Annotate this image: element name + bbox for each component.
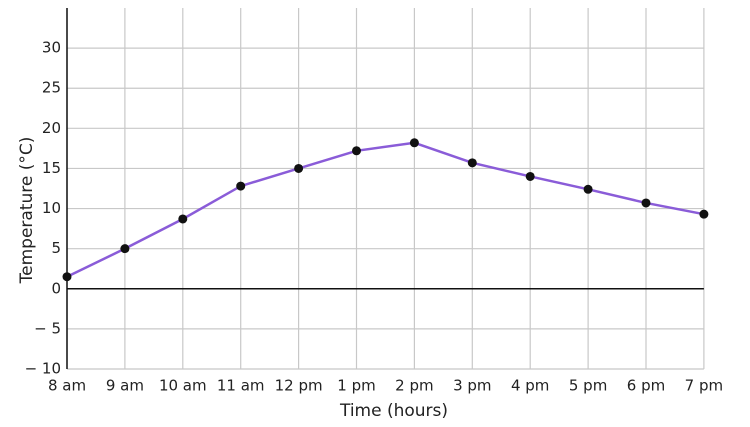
data-line	[66, 141, 705, 278]
data-point	[62, 272, 72, 282]
y-tick-label: 15	[42, 159, 61, 177]
x-tick-label: 3 pm	[453, 377, 491, 395]
data-point	[641, 198, 651, 208]
x-tick-label: 6 pm	[627, 377, 665, 395]
x-tick-label: 12 pm	[275, 377, 323, 395]
x-tick-label: 8 am	[48, 377, 86, 395]
y-tick-label: 10	[42, 199, 61, 217]
x-tick-label: 7 pm	[685, 377, 723, 395]
y-tick-label: 30	[42, 39, 61, 57]
data-point	[178, 214, 188, 224]
y-tick-label: 5	[51, 239, 61, 257]
data-point	[583, 184, 593, 194]
x-axis-label: Time (hours)	[339, 401, 448, 421]
x-tick-label: 11 am	[217, 377, 265, 395]
y-tick-label: 25	[42, 79, 61, 97]
data-point	[352, 146, 361, 156]
x-tick-label: 4 pm	[511, 377, 549, 395]
y-tick-label: 0	[51, 279, 61, 297]
data-point	[409, 138, 419, 148]
x-tick-label: 2 pm	[395, 377, 433, 395]
y-axis-label: Temperature (°C)	[17, 137, 37, 285]
x-tick-label: 1 pm	[337, 377, 375, 395]
y-tick-label: 20	[42, 119, 61, 137]
y-tick-label: − 10	[25, 360, 61, 378]
x-tick-label: 9 am	[106, 377, 144, 395]
y-tick-label: − 5	[34, 319, 61, 337]
data-point	[120, 244, 130, 254]
data-point	[236, 181, 246, 191]
data-point	[525, 171, 535, 181]
data-point	[467, 158, 477, 168]
x-tick-label: 10 am	[159, 377, 207, 395]
x-tick-label: 5 pm	[569, 377, 607, 395]
data-point	[294, 163, 304, 173]
data-point	[699, 209, 709, 219]
